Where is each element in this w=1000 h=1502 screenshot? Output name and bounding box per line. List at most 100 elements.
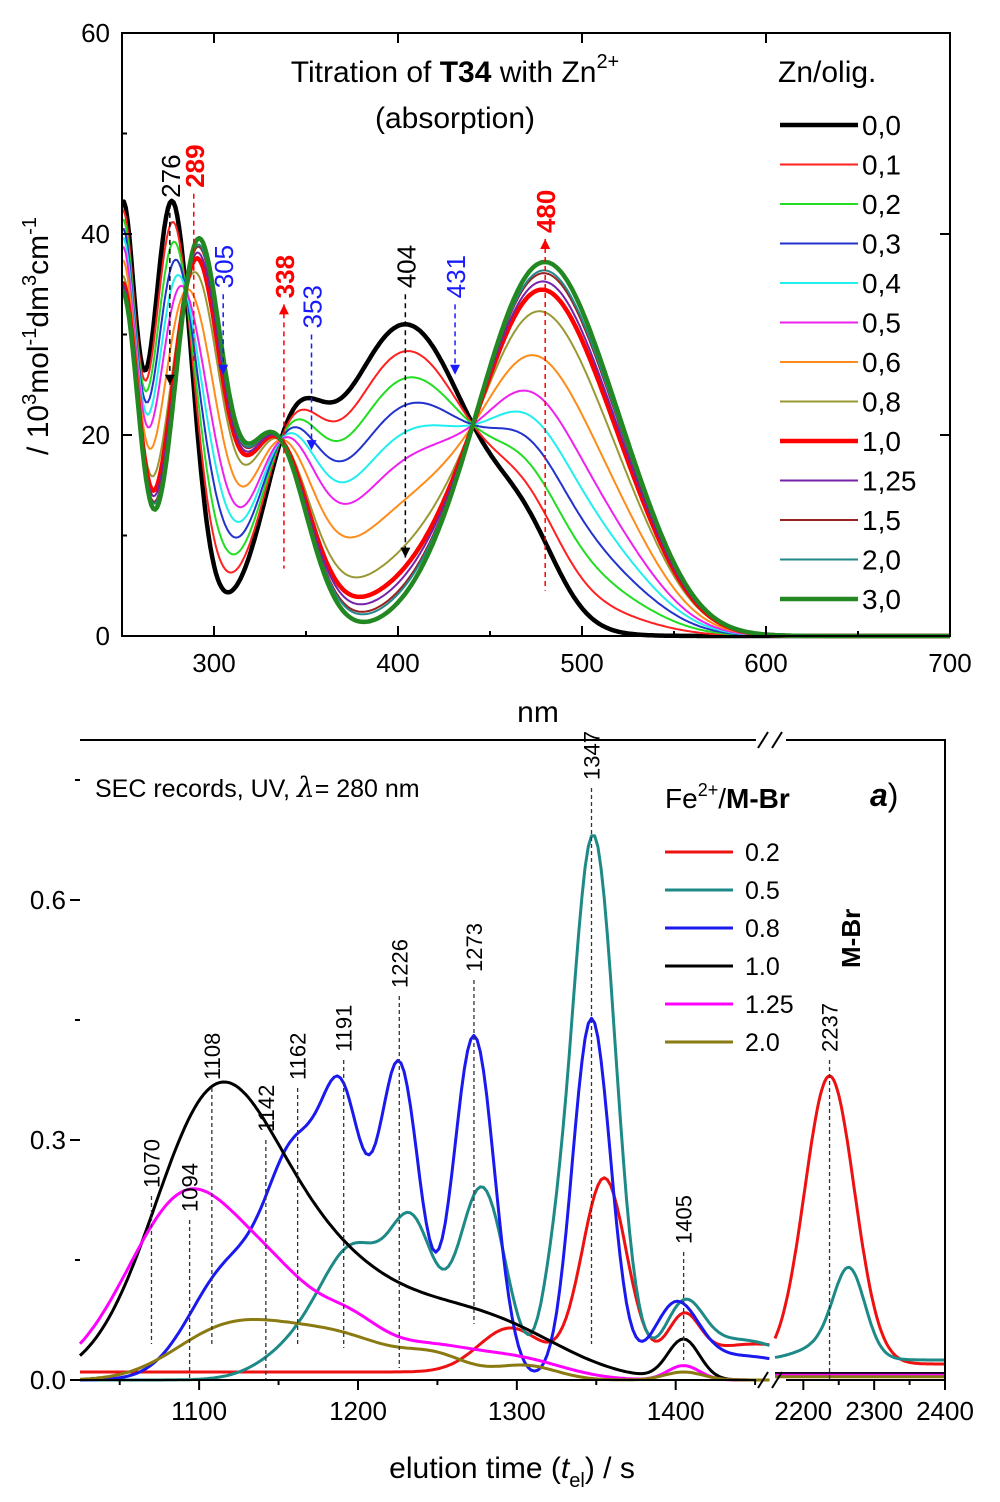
sec-marker-label-1347: 1347 [579,731,604,780]
sec-legend-label: 1.0 [745,953,780,981]
sec-series-0-2-right [773,1074,946,1366]
absorption-y-axis-label: / 103mol-1dm3cm-1 [19,217,55,455]
sec-legend-label: 2.0 [745,1029,780,1057]
sec-marker-label-1070: 1070 [139,1139,164,1188]
absorption-x-axis-label: nm [517,696,559,729]
sec-y-tick-label: 0.0 [30,1365,66,1395]
sec-legend-label: 0.8 [745,915,780,943]
sec-x-tick-label: 1200 [329,1396,387,1426]
sec-x-tick-label: 2400 [916,1396,974,1426]
absorption-x-tick-label: 700 [928,648,971,678]
absorption-legend-label: 1,0 [862,426,901,457]
sec-series-2-0 [79,1318,770,1382]
sec-x-tick-label: 1100 [171,1396,227,1426]
absorption-marker-label-480: 480 [531,190,561,233]
sec-break-mark [771,731,783,749]
absorption-legend: 0,0 0,1 0,2 0,3 0,4 0,5 0,6 0,8 1,0 1,25 1,5 2,0 3,0 [780,110,917,615]
sec-series-0-5 [80,834,770,1382]
sec-series-0-2 [80,1176,770,1374]
absorption-marker-label-305: 305 [209,245,239,288]
sec-marker-label-1405: 1405 [672,1195,697,1244]
absorption-marker-label-353: 353 [298,285,328,328]
absorption-legend-label: 0,3 [862,229,901,260]
sec-break-mark [757,731,769,749]
absorption-x-tick-label: 500 [560,648,603,678]
sec-marker-label-1191: 1191 [332,1005,357,1052]
sec-series-0-8 [80,1016,770,1382]
absorption-legend-label: 0,6 [862,347,901,378]
sec-break-mark [771,1371,783,1389]
sec-legend-title: Fe2+/M-Br [665,780,790,814]
absorption-legend-label: 1,5 [862,505,901,536]
sec-annotations: 1070 1094 1108 1142 1162 1191 1226 1273 1347 1405… [139,731,843,1380]
sec-legend: 0.2 0.5 0.8 1.0 1.25 2.0 [665,839,794,1057]
absorption-marker-label-404: 404 [391,245,421,288]
sec-panel-label: a) [870,777,898,813]
absorption-legend-label: 0,8 [862,387,901,418]
absorption-legend-label: 2,0 [862,545,901,576]
absorption-arrow-404 [400,547,411,558]
sec-title: SEC records, UV, λ= 280 nm [95,771,420,804]
absorption-legend-label: 0,1 [862,150,901,181]
absorption-arrow-480 [540,239,551,250]
sec-mbr-label: M-Br [836,909,866,968]
absorption-series-0-4 [122,237,950,637]
sec-x-tick-label: 2200 [774,1396,832,1426]
sec-x-axis-label: elution time (tel) / s [389,1452,635,1492]
absorption-y-tick-label: 40 [81,219,110,249]
sec-break-mark [757,1371,769,1389]
sec-chart: 1070 1094 1108 1142 1162 1191 1226 1273 1347 1405… [30,731,974,1492]
absorption-x-tick-label: 600 [744,648,787,678]
absorption-legend-label: 1,25 [862,466,917,497]
sec-marker-label-1108: 1108 [200,1033,225,1080]
absorption-x-tick-label: 400 [376,648,419,678]
absorption-axis-ticks: 300 400 500 600 700 0 20 40 60 [81,18,972,678]
absorption-legend-label: 0,5 [862,308,901,339]
absorption-arrow-431 [450,364,461,375]
absorption-marker-label-289: 289 [180,144,210,187]
absorption-arrow-338 [278,304,289,315]
absorption-arrow-353 [306,440,317,451]
sec-axis-ticks: 1100 1200 1300 1400 2200 2300 2400 0.0 0.3 0.6 [30,779,974,1426]
sec-legend-label: 0.5 [745,877,780,905]
sec-legend-label: 0.2 [745,839,780,867]
absorption-y-tick-label: 0 [96,621,110,651]
sec-x-tick-label: 2300 [845,1396,903,1426]
absorption-legend-label: 0,2 [862,189,901,220]
sec-axis-break-marks [757,731,783,1389]
sec-plot-frame [80,739,946,1381]
sec-marker-label-1162: 1162 [286,1033,311,1080]
absorption-legend-label: 0,4 [862,268,901,299]
absorption-arrow-305 [218,364,229,375]
absorption-arrow-276 [164,374,175,385]
sec-series-group [78,834,946,1382]
sec-marker-label-2237: 2237 [818,1003,843,1052]
absorption-x-tick-label: 300 [192,648,235,678]
sec-series-1-0 [78,1080,770,1382]
absorption-subtitle: (absorption) [375,102,535,135]
absorption-marker-label-276: 276 [156,154,186,197]
sec-marker-label-1226: 1226 [387,939,412,988]
absorption-marker-label-431: 431 [441,255,471,298]
sec-x-tick-label: 1400 [647,1396,705,1426]
absorption-marker-label-338: 338 [270,255,300,298]
absorption-series-group [120,198,951,639]
sec-marker-label-1142: 1142 [254,1085,279,1132]
absorption-legend-label: 3,0 [862,584,901,615]
absorption-legend-title: Zn/olig. [778,56,876,89]
absorption-legend-label: 0,0 [862,110,901,141]
absorption-y-tick-label: 20 [81,420,110,450]
sec-marker-label-1273: 1273 [462,923,487,972]
sec-y-tick-label: 0.6 [30,885,66,915]
absorption-title: Titration of T34 with Zn2+ [291,51,620,89]
absorption-series-3-0 [120,235,951,639]
sec-x-tick-label: 1300 [488,1396,546,1426]
sec-marker-label-1094: 1094 [178,1163,203,1212]
sec-legend-label: 1.25 [745,991,794,1019]
sec-series-0-5-right [774,1265,946,1362]
absorption-y-tick-label: 60 [81,18,110,48]
sec-y-tick-label: 0.3 [30,1125,66,1155]
